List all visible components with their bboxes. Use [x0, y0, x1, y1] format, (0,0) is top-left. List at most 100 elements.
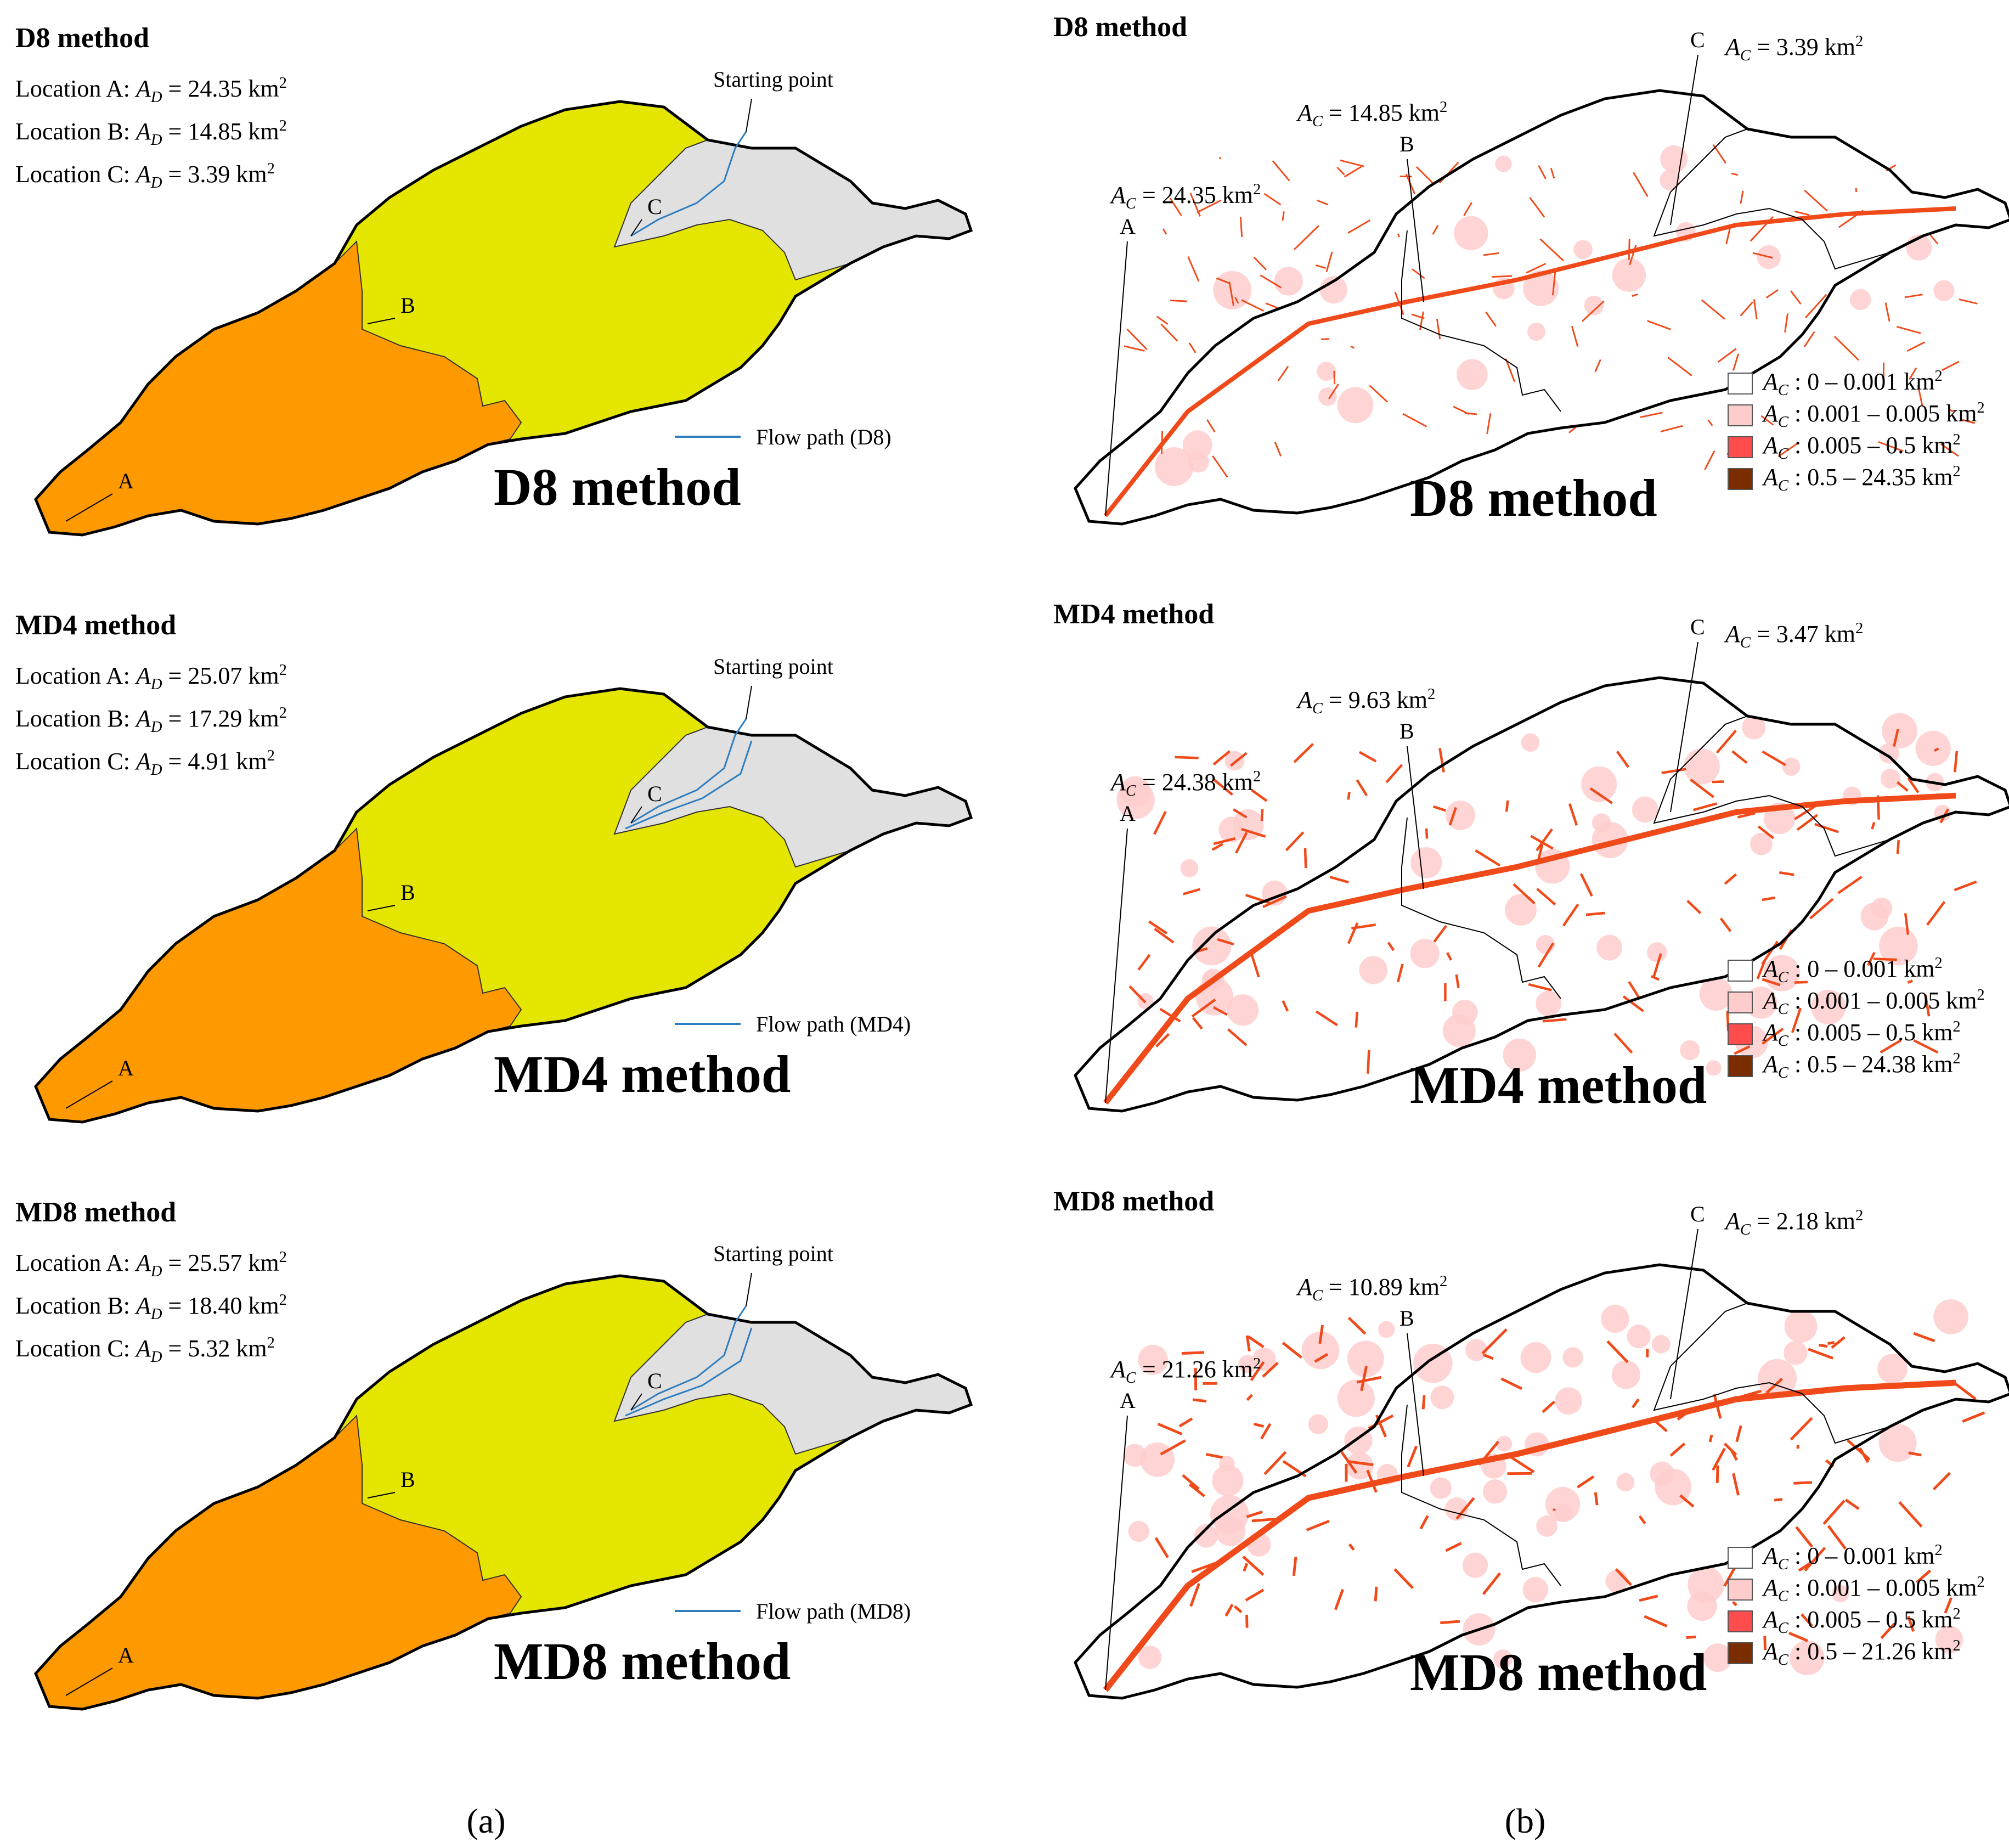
tributary-stream — [1206, 419, 1216, 433]
tributary-stream — [1182, 1474, 1200, 1490]
tributary-stream — [1245, 1335, 1251, 1351]
tributary-stream — [1551, 271, 1556, 296]
tributary-stream — [1126, 328, 1148, 350]
tributary-stream — [1318, 1325, 1324, 1344]
legend-swatch-4 — [1728, 468, 1753, 490]
legend-label-1: AC : 0 – 0.001 km2 — [1762, 1542, 1943, 1573]
tributary-stream — [1779, 871, 1794, 876]
tributary-stream — [1205, 1452, 1223, 1459]
accumulation-zone — [1627, 1325, 1651, 1349]
tributary-stream — [1315, 1010, 1339, 1027]
tributary-stream — [1647, 320, 1671, 330]
tributary-stream — [1500, 1377, 1523, 1390]
accumulation-zone — [1849, 289, 1871, 311]
point-leader-a — [65, 1080, 113, 1109]
tributary-stream — [1959, 298, 1978, 305]
point-label-b: B — [400, 880, 415, 905]
point-leader-b — [1407, 1333, 1424, 1477]
accumulation-zone — [1505, 894, 1537, 926]
tributary-stream — [1606, 1340, 1629, 1364]
tributary-stream — [1321, 338, 1329, 340]
right-panel-3: MD8 method A B C AC = 21.26 km2 AC = 10.89 km… — [1053, 1186, 2009, 1701]
area-annotation-b: AC = 9.63 km2 — [1296, 686, 1435, 717]
tributary-stream — [1876, 795, 1880, 820]
tributary-stream — [1589, 787, 1613, 804]
tributary-stream — [1191, 998, 1216, 1018]
tributary-stream — [1628, 981, 1640, 999]
legend-label-1: AC : 0 – 0.001 km2 — [1762, 955, 1943, 986]
accumulation-zone — [1194, 1524, 1218, 1548]
tributary-stream — [1397, 233, 1400, 238]
tributary-stream — [1187, 256, 1200, 282]
tributary-stream — [1934, 747, 1939, 752]
figure-label-a: (a) — [466, 1801, 505, 1840]
tributary-stream — [1347, 1316, 1367, 1335]
panel-big-title: D8 method — [494, 458, 741, 516]
tributary-stream — [1638, 1515, 1646, 1525]
point-label-a: A — [1120, 214, 1136, 239]
tributary-stream — [1794, 210, 1810, 216]
tributary-stream — [1904, 913, 1910, 935]
legend-label-4: AC : 0.5 – 24.38 km2 — [1762, 1050, 1961, 1081]
tributary-stream — [1272, 160, 1290, 182]
point-leader-c — [630, 219, 642, 236]
tributary-stream — [1632, 1398, 1640, 1408]
accumulation-zone — [1337, 387, 1374, 424]
tributary-stream — [1622, 995, 1644, 1012]
tributary-stream — [1483, 1353, 1494, 1360]
tributary-stream — [1539, 238, 1564, 262]
area-annotation-a: AC = 24.38 km2 — [1109, 768, 1261, 799]
accumulation-zone — [1212, 1464, 1244, 1496]
accumulation-zone — [1831, 1585, 1849, 1603]
tributary-stream — [1838, 210, 1864, 228]
tributary-stream — [1478, 1440, 1500, 1466]
area-annotation-c: AC = 3.47 km2 — [1724, 620, 1863, 651]
starting-point-leader — [746, 98, 752, 132]
flow-path — [630, 131, 747, 237]
tributary-stream — [1285, 831, 1305, 852]
tributary-stream — [1265, 302, 1279, 309]
tributary-stream — [1336, 166, 1345, 176]
legend-label-2: AC : 0.001 – 0.005 km2 — [1762, 1574, 1985, 1605]
point-leader-c — [1670, 1229, 1698, 1400]
accumulation-zone — [1346, 1452, 1374, 1480]
accumulation-map: A B C AC = 21.26 km2 AC = 10.89 km2 AC = 2.18… — [1075, 1202, 2009, 1698]
point-leader-c — [1670, 54, 1698, 226]
flow-path — [630, 718, 747, 824]
tributary-stream — [1833, 336, 1860, 361]
flow-path — [630, 1305, 747, 1411]
accumulation-zone — [1647, 942, 1667, 962]
point-leader-c — [630, 1393, 642, 1411]
tributary-stream — [1250, 1361, 1265, 1382]
tributary-stream — [1509, 1455, 1535, 1473]
legend-swatch-2 — [1728, 404, 1753, 426]
tributary-stream — [1325, 251, 1333, 272]
accumulation-zone — [1687, 1591, 1717, 1621]
accumulation-zone — [1523, 270, 1559, 306]
tributary-stream — [1954, 880, 1977, 892]
starting-point-leader — [746, 685, 752, 719]
point-leader-b — [367, 1492, 396, 1498]
accumulation-map: A B C AC = 24.35 km2 AC = 14.85 km2 AC = 3.39… — [1075, 27, 2009, 524]
accumulation-map: A B C AC = 24.38 km2 AC = 9.63 km2 AC = 3.47 … — [1075, 615, 2009, 1111]
point-leader-a — [1105, 241, 1128, 516]
tributary-stream — [1415, 166, 1435, 185]
tributary-stream — [1677, 1408, 1693, 1421]
location-area-c: Location C: AD = 5.32 km2 — [15, 1334, 275, 1366]
tributary-stream — [1652, 953, 1662, 977]
tributary-stream — [1137, 954, 1151, 971]
area-annotation-c: AC = 2.18 km2 — [1724, 1207, 1863, 1238]
tributary-stream — [1181, 1351, 1205, 1355]
point-label-c: C — [1690, 1202, 1705, 1226]
figure-label-b: (b) — [1505, 1801, 1546, 1840]
accumulation-zone — [1378, 1321, 1395, 1338]
tributary-stream — [1432, 224, 1439, 235]
tributary-stream — [1482, 1572, 1502, 1595]
accumulation-zone — [1224, 751, 1245, 771]
tributary-stream — [1752, 252, 1773, 259]
tributary-stream — [1873, 957, 1897, 961]
legend-label-3: AC : 0.005 – 0.5 km2 — [1762, 1605, 1961, 1637]
tributary-stream — [1160, 1439, 1186, 1456]
tributary-stream — [1762, 1028, 1784, 1045]
area-annotation-c: AC = 3.39 km2 — [1724, 33, 1863, 64]
